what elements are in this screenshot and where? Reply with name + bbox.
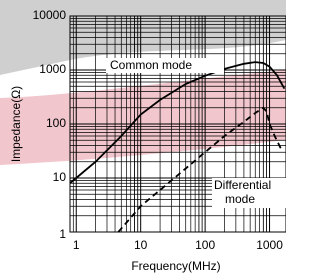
y-tick-label: 10000 [33,8,67,22]
x-axis-title: Frequency(MHz) [131,259,220,273]
series-label: Common mode [110,58,192,72]
series-label: Differential [214,178,271,192]
x-tick-label: 100 [195,238,215,252]
y-tick-label: 100 [46,116,66,130]
y-axis-title: Impedance(Ω) [9,86,23,162]
x-tick-label: 10 [134,238,148,252]
y-tick-label: 1 [59,227,66,241]
x-tick-label: 1000 [256,238,283,252]
x-tick-label: 1 [73,238,80,252]
y-tick-label: 1000 [39,62,66,76]
y-tick-label: 10 [53,170,67,184]
series-label: mode [225,192,255,206]
chart: Frequency(MHz) Impedance(Ω) 1 10 100 1000 1 1… [0,0,286,278]
pink-swoosh [0,70,286,165]
